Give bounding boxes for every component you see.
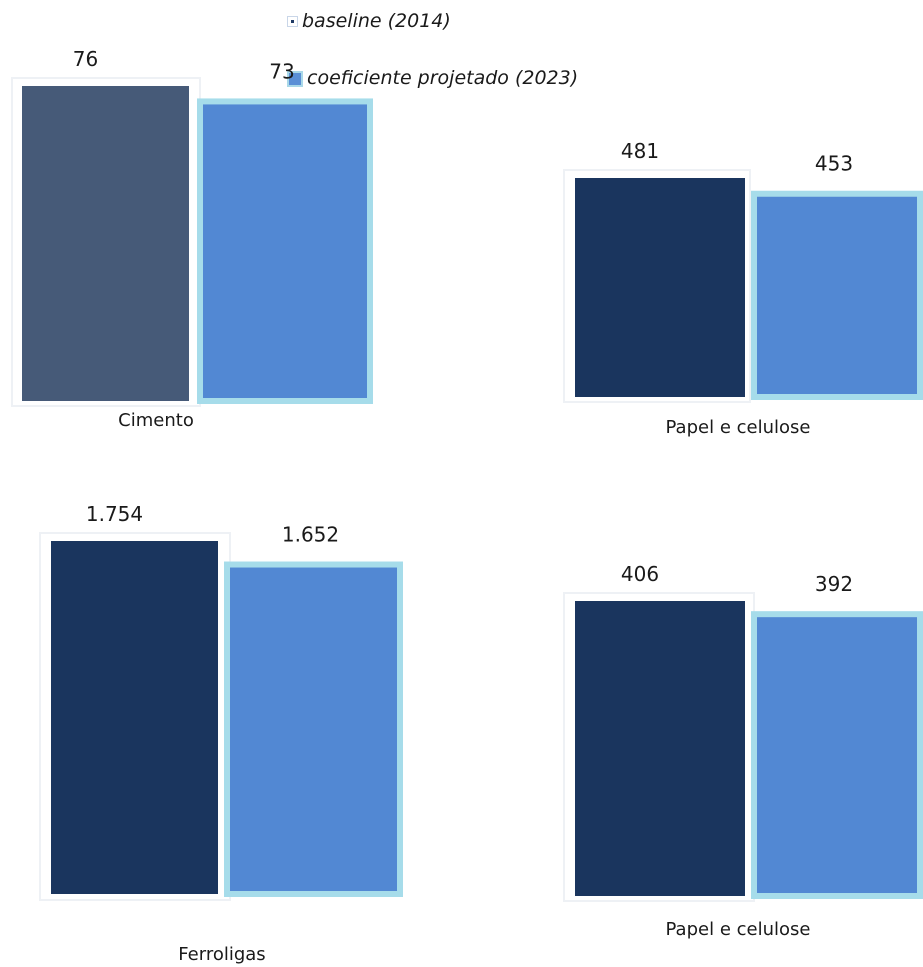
value-label-projected: 1.652 [282, 523, 339, 547]
legend-projected: coeficiente projetado (2023) [287, 67, 578, 89]
legend-baseline-swatch [287, 16, 298, 27]
bar-projected [751, 190, 923, 400]
value-label-baseline: 481 [621, 139, 659, 163]
category-label: Papel e celulose [666, 919, 811, 940]
value-label-baseline: 1.754 [86, 502, 143, 526]
bar-projected [751, 611, 923, 899]
value-label-projected: 73 [269, 59, 294, 83]
category-label: Papel e celulose [666, 417, 811, 438]
panel-frame [563, 169, 751, 403]
bar-baseline [22, 86, 189, 401]
value-label-projected: 392 [815, 572, 853, 596]
legend-projected-label: coeficiente projetado (2023) [307, 67, 579, 89]
bar-projected [224, 561, 403, 898]
bar-baseline [575, 178, 745, 397]
bar-baseline [575, 601, 745, 896]
category-label: Ferroligas [178, 944, 265, 965]
legend-baseline: baseline (2014) [287, 10, 451, 32]
value-label-projected: 453 [815, 152, 853, 176]
bar-projected [197, 98, 373, 405]
legend-baseline-label: baseline (2014) [302, 10, 451, 32]
legend-projected-swatch [287, 70, 303, 87]
value-label-baseline: 406 [621, 562, 659, 586]
value-label-baseline: 76 [73, 47, 98, 71]
bar-baseline [51, 541, 218, 894]
category-label: Cimento [118, 410, 194, 431]
